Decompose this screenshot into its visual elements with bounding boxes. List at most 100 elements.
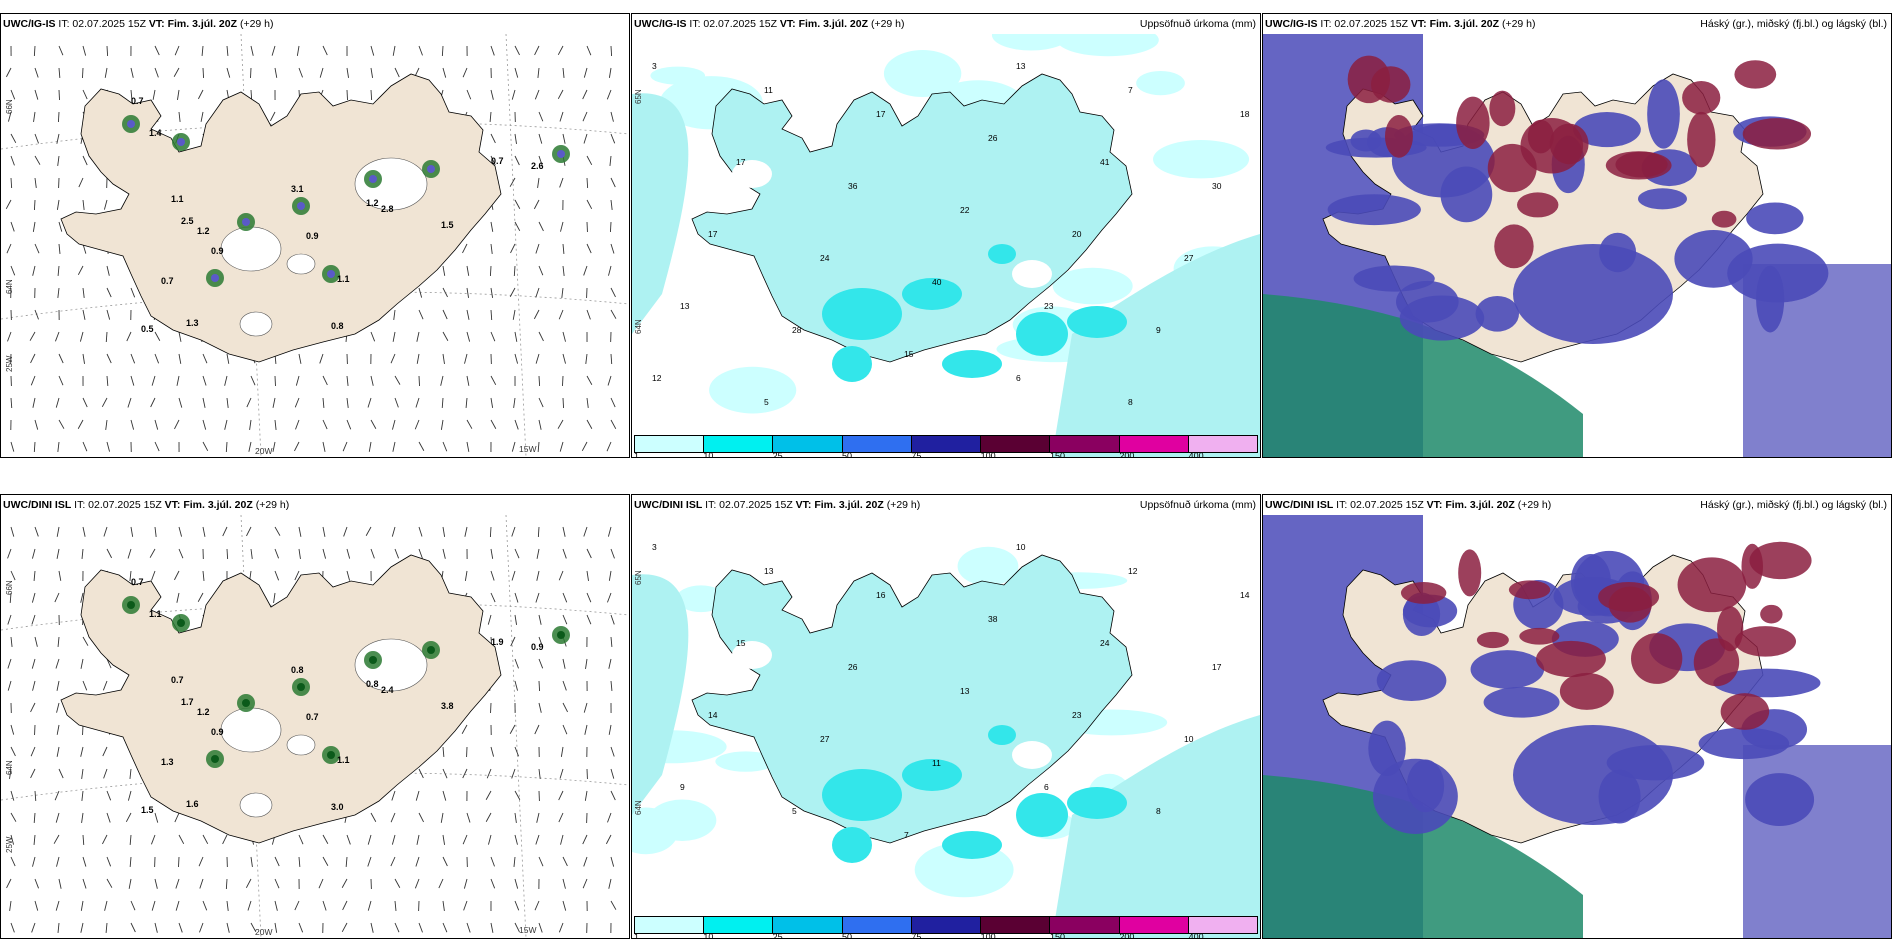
wind-barb — [370, 922, 374, 933]
wind-barb — [154, 922, 158, 933]
precip-value-label: 3 — [652, 542, 657, 552]
high-cloud-area — [1742, 118, 1812, 150]
wind-barb — [442, 287, 448, 298]
wind-barb — [174, 45, 180, 56]
wind-barb — [538, 265, 544, 276]
wind-barb — [106, 790, 112, 801]
wind-barb — [461, 724, 468, 734]
precip-value-label: 9 — [680, 782, 685, 792]
wind-barb — [586, 177, 589, 189]
wind-barb — [346, 397, 349, 408]
wind-barb — [58, 67, 61, 79]
wind-barb — [322, 419, 328, 430]
precip-core — [557, 150, 565, 158]
wind-barb — [510, 636, 516, 647]
wind-barb — [319, 353, 324, 364]
light-precip-area — [1052, 234, 1260, 457]
wind-barb — [7, 658, 12, 669]
wind-barb — [442, 922, 448, 933]
light-precip-area — [632, 807, 679, 855]
wind-barb — [322, 45, 328, 56]
precip-core — [297, 202, 305, 210]
wind-barb — [370, 89, 373, 101]
wind-barb — [58, 89, 60, 101]
wind-barb — [9, 768, 12, 779]
wind-barb — [608, 658, 612, 669]
wind-barb — [514, 812, 517, 823]
wind-barb — [10, 397, 13, 409]
wind-barb — [463, 900, 468, 911]
precip-value-label: 0.7 — [306, 712, 319, 722]
wind-barb — [127, 790, 132, 801]
precip-value-label: 0.9 — [306, 231, 319, 241]
wind-barb — [226, 45, 229, 56]
wind-barb — [82, 89, 88, 100]
wind-barb — [514, 922, 520, 933]
light-precip-area — [632, 93, 689, 334]
light-precip-area — [1052, 267, 1133, 305]
wind-barb — [34, 133, 39, 144]
wind-barb — [57, 155, 60, 166]
colorbar-label: 1 — [634, 451, 640, 458]
precip-core — [327, 270, 335, 278]
wind-barb — [34, 526, 39, 537]
wind-barb — [490, 592, 496, 603]
wind-barb — [274, 900, 278, 911]
precip-value-label: 40 — [932, 277, 942, 287]
high-cloud-area — [1717, 606, 1744, 652]
wind-barb — [177, 89, 180, 100]
wind-barb — [514, 419, 519, 430]
glacier — [732, 641, 772, 669]
wind-barb — [154, 45, 160, 56]
wind-barb — [390, 812, 396, 823]
wind-barb — [6, 67, 12, 78]
wind-barb — [583, 702, 588, 713]
mid-cloud-area — [1327, 194, 1421, 226]
wind-barb — [535, 592, 540, 603]
wind-barb — [81, 548, 84, 559]
wind-barb — [10, 570, 16, 581]
wind-barb — [514, 548, 520, 559]
wind-barb — [80, 592, 84, 603]
wind-barb — [81, 790, 84, 801]
wind-barb — [31, 592, 36, 603]
precip-value-label: 3 — [652, 61, 657, 71]
wind-barb — [584, 790, 588, 801]
wind-barb — [103, 526, 108, 537]
wind-barb — [250, 922, 257, 932]
wind-barb — [610, 133, 616, 144]
wind-barb — [485, 790, 492, 800]
wind-barb — [535, 287, 540, 298]
wind-barb — [246, 397, 252, 408]
wind-barb — [53, 834, 60, 844]
wind-barb — [416, 353, 420, 364]
colorbar-cell — [635, 436, 705, 452]
wind-barb — [486, 768, 492, 779]
wind-barb — [32, 856, 36, 867]
precip-core — [427, 165, 435, 173]
wind-barb — [274, 878, 280, 889]
wind-barb — [560, 221, 564, 232]
panel-precip-dini: UWC/DINI ISL IT: 02.07.2025 15Z VT: Fim.… — [631, 494, 1261, 939]
wind-barb — [322, 856, 329, 866]
wind-barb — [55, 812, 60, 823]
wind-barb — [274, 570, 280, 581]
wind-barb — [55, 658, 60, 669]
wind-barb — [30, 768, 36, 779]
colorbar-label: 50 — [842, 451, 853, 458]
wind-barb — [154, 878, 158, 889]
wind-barb — [30, 702, 36, 713]
wind-barb — [226, 353, 230, 364]
wind-barb — [367, 900, 372, 911]
wind-barb — [610, 45, 613, 57]
wind-barb — [33, 834, 36, 845]
precip-value-label: 13 — [680, 301, 690, 311]
wind-barb — [150, 397, 156, 408]
moderate-precip-area — [988, 725, 1016, 745]
wind-barb — [6, 243, 12, 254]
wind-barb — [418, 375, 420, 387]
wind-barb — [442, 67, 447, 78]
wind-barb — [538, 375, 541, 387]
wind-barb — [58, 419, 65, 429]
wind-barb — [103, 199, 108, 210]
